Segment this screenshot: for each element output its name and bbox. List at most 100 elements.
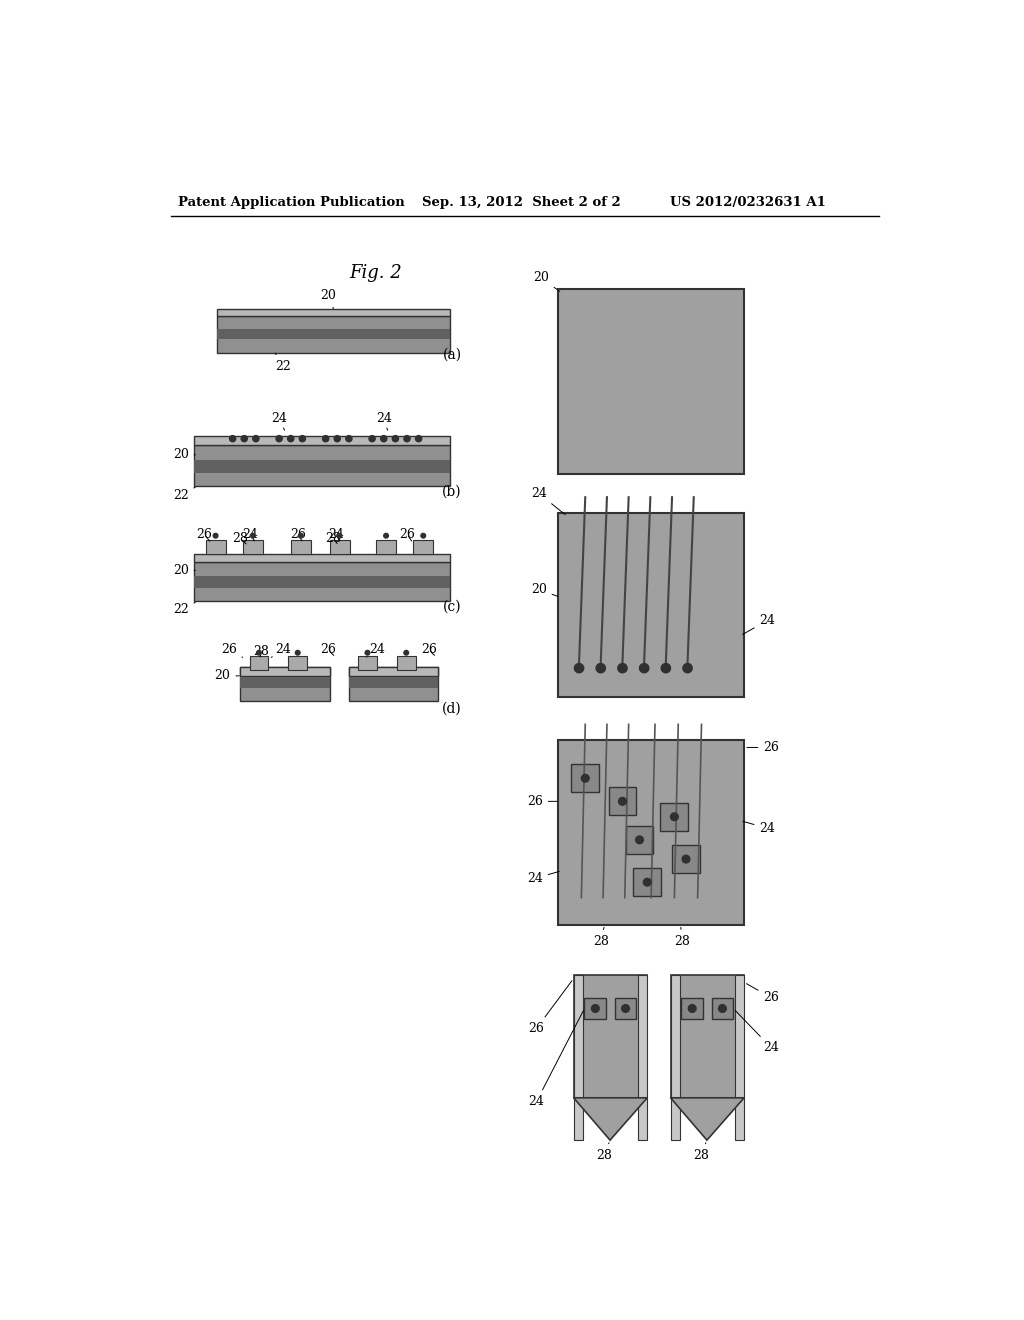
- Bar: [608, 788, 636, 816]
- Bar: [349, 667, 438, 676]
- Bar: [289, 656, 307, 669]
- Text: 28: 28: [232, 532, 248, 545]
- Bar: [712, 998, 733, 1019]
- Text: 20: 20: [173, 449, 196, 462]
- Text: 28: 28: [674, 928, 690, 948]
- Text: 24: 24: [530, 487, 565, 515]
- Bar: [638, 974, 647, 1140]
- Bar: [614, 998, 636, 1019]
- Text: 22: 22: [173, 602, 196, 616]
- Text: 20: 20: [321, 289, 336, 309]
- Bar: [250, 656, 268, 669]
- Circle shape: [337, 533, 342, 539]
- Circle shape: [366, 651, 370, 655]
- Bar: [660, 803, 688, 830]
- Circle shape: [288, 436, 294, 442]
- Text: 20: 20: [173, 564, 196, 577]
- Bar: [194, 554, 450, 562]
- Text: 20: 20: [530, 583, 558, 597]
- Polygon shape: [671, 1098, 744, 1140]
- Circle shape: [618, 797, 627, 805]
- Circle shape: [276, 436, 283, 442]
- Text: 28: 28: [693, 1143, 709, 1162]
- Text: 24: 24: [528, 1011, 584, 1109]
- Bar: [414, 540, 433, 554]
- Circle shape: [636, 836, 643, 843]
- Circle shape: [251, 533, 255, 539]
- Circle shape: [299, 533, 303, 539]
- Text: 24: 24: [742, 614, 775, 635]
- Bar: [194, 562, 450, 601]
- Text: 26: 26: [746, 741, 779, 754]
- Bar: [194, 461, 450, 473]
- Circle shape: [299, 436, 305, 442]
- Bar: [217, 317, 450, 354]
- Bar: [194, 436, 450, 445]
- Circle shape: [241, 436, 248, 442]
- Circle shape: [574, 664, 584, 673]
- Circle shape: [719, 1005, 726, 1012]
- Circle shape: [384, 533, 388, 539]
- Circle shape: [592, 1005, 599, 1012]
- Text: 24: 24: [376, 412, 392, 430]
- Text: 28: 28: [593, 927, 608, 948]
- Circle shape: [403, 651, 409, 655]
- Text: 28: 28: [253, 645, 269, 659]
- Text: 24: 24: [735, 1011, 779, 1055]
- Bar: [217, 309, 450, 317]
- Bar: [330, 540, 349, 554]
- Circle shape: [257, 651, 261, 655]
- Text: (b): (b): [442, 484, 462, 499]
- Bar: [291, 540, 311, 554]
- Text: 20: 20: [534, 271, 560, 292]
- Text: 26: 26: [399, 528, 415, 541]
- Bar: [241, 667, 330, 676]
- Circle shape: [334, 436, 340, 442]
- Bar: [194, 445, 450, 486]
- Circle shape: [403, 436, 410, 442]
- Bar: [558, 739, 744, 924]
- Bar: [571, 764, 599, 792]
- Bar: [349, 677, 438, 688]
- Bar: [573, 974, 647, 1098]
- Polygon shape: [573, 1098, 647, 1140]
- Text: (a): (a): [442, 347, 462, 362]
- Text: 26: 26: [528, 981, 572, 1035]
- Bar: [735, 974, 744, 1140]
- Circle shape: [416, 436, 422, 442]
- Bar: [241, 667, 330, 701]
- Bar: [633, 869, 662, 896]
- Circle shape: [596, 664, 605, 673]
- Bar: [626, 826, 653, 854]
- Bar: [217, 329, 450, 339]
- Circle shape: [421, 533, 426, 539]
- Text: 28: 28: [326, 532, 341, 545]
- Circle shape: [643, 878, 651, 886]
- Text: (d): (d): [442, 702, 462, 715]
- Circle shape: [229, 436, 236, 442]
- Circle shape: [617, 664, 627, 673]
- Circle shape: [688, 1005, 696, 1012]
- Text: 22: 22: [173, 487, 196, 502]
- Text: 24: 24: [328, 528, 344, 541]
- Text: 26: 26: [291, 528, 306, 541]
- Bar: [573, 974, 583, 1140]
- Text: 26: 26: [746, 983, 779, 1005]
- Text: 24: 24: [367, 643, 385, 657]
- Bar: [376, 540, 396, 554]
- Bar: [681, 998, 703, 1019]
- Text: Sep. 13, 2012  Sheet 2 of 2: Sep. 13, 2012 Sheet 2 of 2: [423, 197, 622, 209]
- Text: US 2012/0232631 A1: US 2012/0232631 A1: [671, 197, 826, 209]
- Text: 26: 26: [421, 643, 436, 656]
- Text: 28: 28: [596, 1143, 611, 1162]
- Circle shape: [346, 436, 352, 442]
- Bar: [194, 576, 450, 589]
- Bar: [671, 974, 744, 1098]
- Circle shape: [295, 651, 300, 655]
- Circle shape: [381, 436, 387, 442]
- Text: 26: 26: [321, 643, 336, 656]
- Bar: [206, 540, 225, 554]
- Circle shape: [323, 436, 329, 442]
- Text: 24: 24: [271, 643, 291, 657]
- Text: 24: 24: [527, 871, 559, 884]
